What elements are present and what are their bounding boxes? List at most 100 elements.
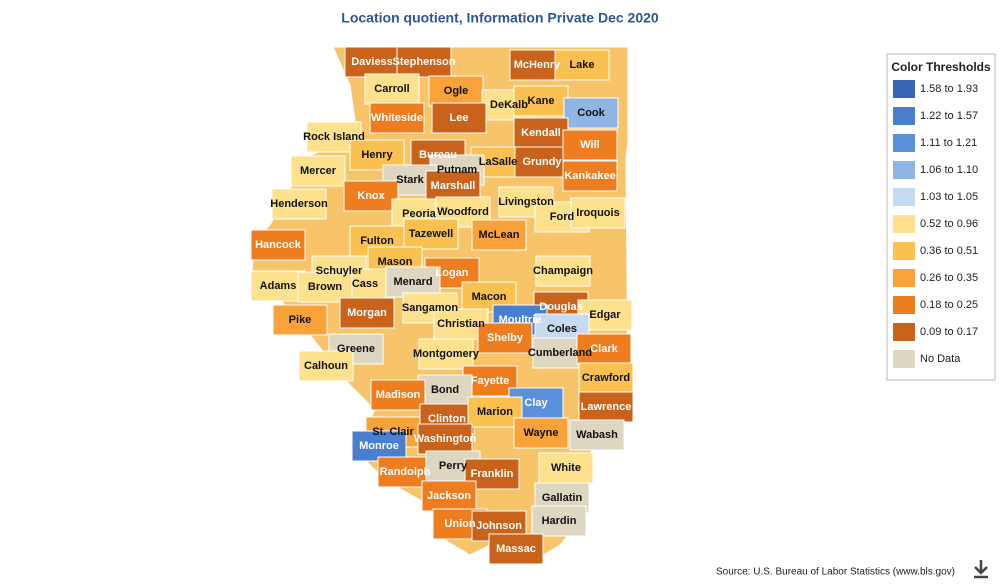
county-label: Moultrie	[499, 314, 542, 326]
download-button[interactable]	[968, 556, 994, 582]
county-label: Johnson	[476, 520, 522, 532]
county	[488, 533, 544, 565]
county-label: Putnam	[437, 164, 478, 176]
legend-label: 0.09 to 0.17	[920, 326, 978, 338]
county	[344, 46, 400, 78]
county-label: Grundy	[522, 156, 562, 168]
county	[467, 396, 523, 428]
legend-label: 0.18 to 0.25	[920, 299, 978, 311]
county-label: Clay	[524, 397, 548, 409]
county-label: Clark	[590, 343, 618, 355]
county-label: McLean	[479, 229, 520, 241]
county-label: Livingston	[498, 196, 554, 208]
county-label: Christian	[437, 318, 485, 330]
county	[570, 197, 626, 229]
legend-swatch	[893, 134, 915, 152]
county-label: Champaign	[533, 265, 593, 277]
county-label: Coles	[547, 323, 577, 335]
legend-label: 1.11 to 1.21	[920, 137, 977, 149]
legend-label: 0.36 to 0.51	[920, 245, 978, 257]
legend-swatch	[893, 80, 915, 98]
county	[578, 391, 634, 423]
county-label: Woodford	[437, 206, 489, 218]
county-label: Tazewell	[409, 228, 453, 240]
county-label: Union	[444, 518, 475, 530]
county	[562, 129, 618, 161]
county	[297, 271, 353, 303]
county-label: Bond	[431, 384, 459, 396]
legend-swatch	[893, 269, 915, 287]
county-label: Ford	[550, 211, 574, 223]
county-label: Iroquois	[576, 207, 619, 219]
county	[290, 155, 346, 187]
county	[250, 229, 306, 261]
county-label: Lee	[450, 112, 469, 124]
legend-swatch	[893, 215, 915, 233]
county-label: Massac	[496, 543, 536, 555]
county	[272, 304, 328, 336]
county-label: Hardin	[542, 515, 577, 527]
county-label: Ogle	[444, 85, 468, 97]
county-label: McHenry	[514, 59, 561, 71]
county	[431, 102, 487, 134]
county-label: DeKalb	[490, 99, 528, 111]
county-label: Stark	[396, 174, 424, 186]
county-label: Menard	[393, 276, 432, 288]
county	[461, 281, 517, 313]
county-label: Cumberland	[528, 347, 592, 359]
county-label: Wabash	[576, 429, 618, 441]
county	[513, 417, 569, 449]
legend-title: Color Thresholds	[891, 60, 991, 74]
county-label: Monroe	[359, 440, 399, 452]
counties: Daviess Stephenson McHenry Lake Carroll Ogle D…	[250, 46, 634, 565]
county-label: Rock Island	[303, 131, 365, 143]
legend-label: 1.22 to 1.57	[920, 110, 978, 122]
legend-label: 1.06 to 1.10	[920, 164, 978, 176]
county	[339, 297, 395, 329]
county-label: Bureau	[419, 149, 457, 161]
county	[298, 350, 354, 382]
county-label: Lake	[569, 59, 594, 71]
county-label: Greene	[337, 343, 375, 355]
county-label: Perry	[439, 460, 468, 472]
county-label: Kendall	[521, 127, 561, 139]
county	[250, 270, 306, 302]
county-label: Carroll	[374, 83, 409, 95]
download-icon[interactable]	[974, 560, 988, 579]
county-label: Schuyler	[316, 265, 363, 277]
county-label: Brown	[308, 281, 343, 293]
county	[403, 218, 459, 250]
county-label: Knox	[357, 190, 385, 202]
county-label: Adams	[260, 280, 297, 292]
county	[513, 85, 569, 117]
county	[535, 255, 591, 287]
county	[562, 160, 618, 192]
legend-label: No Data	[920, 353, 961, 365]
county-label: Peoria	[402, 208, 437, 220]
county-label: Marion	[477, 406, 513, 418]
county	[343, 180, 399, 212]
county	[578, 362, 634, 394]
county-label: Wayne	[523, 427, 558, 439]
legend-swatch	[893, 350, 915, 368]
county-label: Clinton	[428, 413, 466, 425]
county	[417, 374, 473, 406]
legend: Color Thresholds 1.58 to 1.93 1.22 to 1.5…	[886, 53, 996, 381]
county-label: Macon	[472, 291, 507, 303]
county	[364, 73, 420, 105]
county	[477, 322, 533, 354]
legend-swatch	[893, 161, 915, 179]
county-label: Kankakee	[564, 170, 615, 182]
legend-swatch	[893, 107, 915, 125]
county-label: Daviess	[351, 56, 393, 68]
county-label: Morgan	[347, 307, 387, 319]
county-label: Gallatin	[542, 492, 583, 504]
source-note: Source: U.S. Bureau of Labor Statistics …	[716, 567, 955, 578]
county-label: Lawrence	[581, 401, 632, 413]
county-label: LaSalle	[479, 156, 518, 168]
county-label: Montgomery	[413, 348, 480, 360]
county-label: Stephenson	[393, 56, 456, 68]
county	[370, 379, 426, 411]
county	[531, 505, 587, 537]
county	[396, 46, 452, 78]
